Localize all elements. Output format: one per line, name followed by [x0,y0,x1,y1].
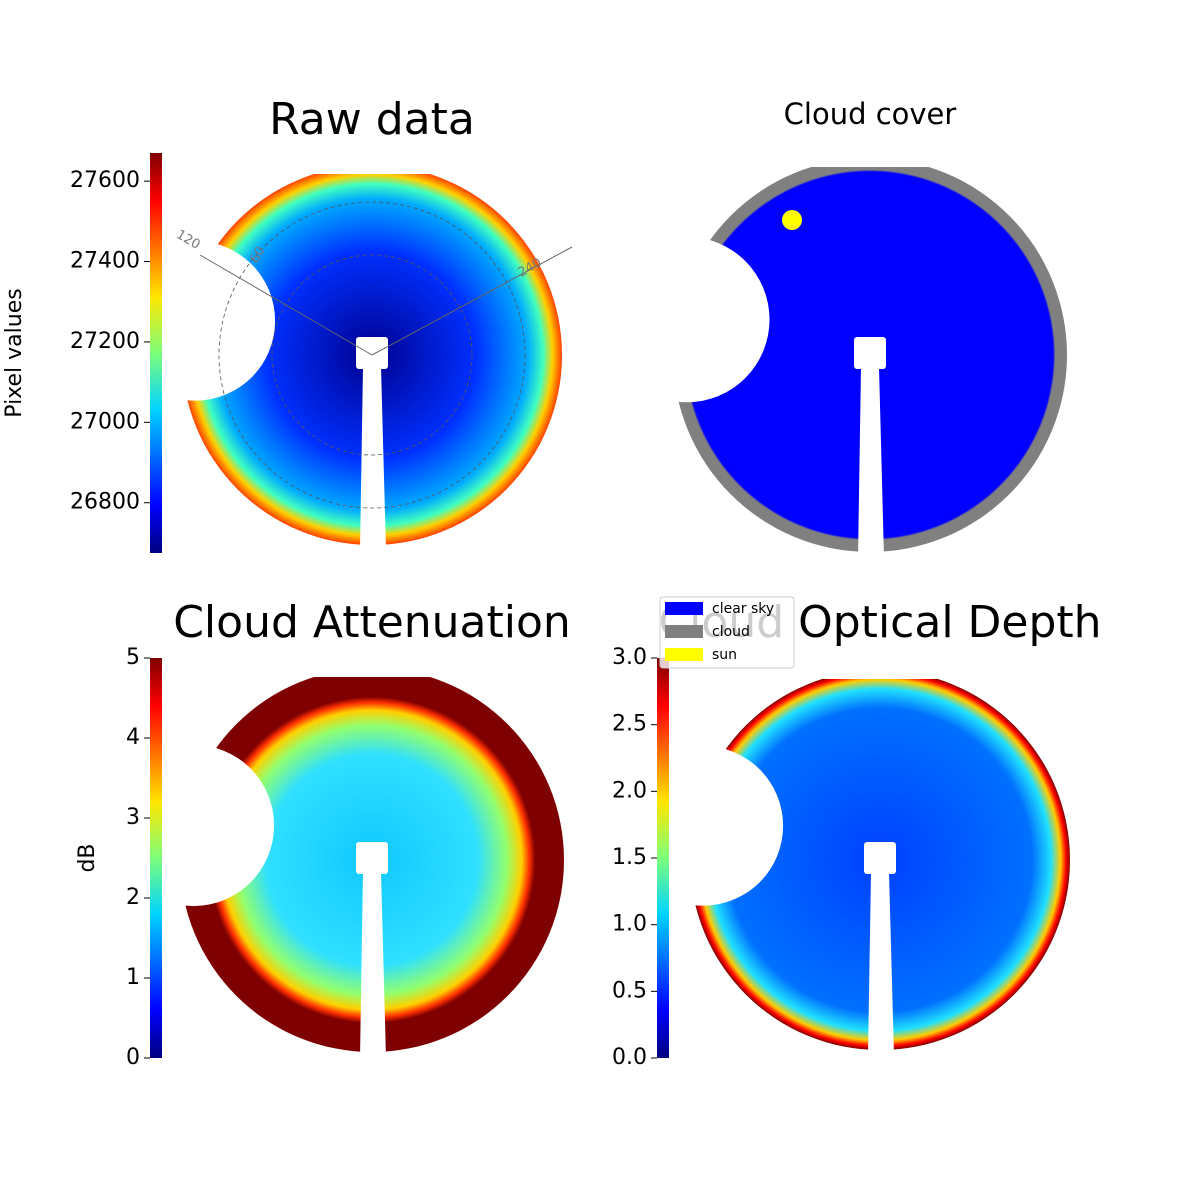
panel-title: Raw data [269,94,475,145]
colorbar-tick-label: 3 [126,805,140,830]
legend-swatch [665,625,703,638]
colorbar-tick-label: 1.5 [612,845,647,870]
colorbar-tick-label: 1 [126,965,140,990]
colorbar [657,658,669,1058]
polar-axis [371,246,573,356]
polar-label: 60 [247,244,268,266]
colorbar-tick-label: 0.5 [612,978,647,1003]
mask-pole [868,872,894,1056]
legend-label: clear sky [712,601,774,617]
colorbar-tick-label: 26800 [70,490,140,515]
panel-title: Cloud Attenuation [173,597,571,648]
colorbar-tick-label: 27200 [70,329,140,354]
colorbar-tick-label: 2.0 [612,778,647,803]
legend-swatch [665,602,703,615]
mask-block [854,337,886,369]
mask-pole [858,367,884,558]
colorbar-tick-label: 2.5 [612,712,647,737]
mask-block [356,842,388,874]
mask-notch [604,236,770,403]
legend-label: cloud [712,624,750,640]
mask-block [356,337,388,369]
colorbar-tick-label: 0 [126,1045,140,1070]
mask-pole [360,872,386,1058]
colorbar-tick-label: 4 [126,725,140,750]
colorbar [150,153,162,553]
polar-grid [218,201,526,509]
colorbar-tick-label: 5 [126,645,140,670]
colorbar-tick-label: 2 [126,885,140,910]
colorbar-label: dB [75,843,100,872]
colorbar-tick-label: 27400 [70,249,140,274]
mask-top [177,160,567,174]
mask-top [668,153,1072,167]
sun-marker [782,210,802,230]
colorbar-tick-label: 27600 [70,168,140,193]
colorbar-label: Pixel values [2,288,27,417]
colorbar-tick-label: 0.0 [612,1045,647,1070]
legend-swatch [665,648,703,661]
panel-title: Cloud cover [784,97,957,131]
polar-grid [271,254,473,456]
colorbar [150,658,162,1058]
polar-axis [199,254,373,356]
mask-top [175,663,569,677]
mask-pole [360,367,386,551]
mask-block [864,842,896,874]
colorbar-tick-label: 27000 [70,409,140,434]
colorbar-tick-label: 3.0 [612,645,647,670]
mask-notch [623,746,784,906]
legend-label: sun [712,647,737,663]
colorbar-tick-label: 1.0 [612,912,647,937]
